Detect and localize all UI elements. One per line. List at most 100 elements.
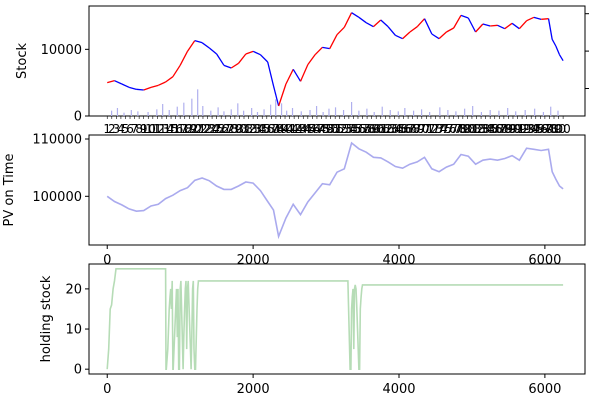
x-tick-label: 11 bbox=[145, 122, 160, 136]
x-tick-label: 25 bbox=[209, 122, 224, 136]
x-tick-label: 39 bbox=[273, 122, 288, 136]
holding-x-axis: 0 2000 4000 6000 bbox=[103, 374, 561, 397]
x-tick-label: 24 bbox=[204, 122, 219, 136]
x-tick-label: 71 bbox=[419, 122, 434, 136]
x-tick-label: 0 bbox=[103, 253, 111, 268]
price-segment bbox=[533, 16, 542, 20]
price-segment bbox=[547, 18, 553, 40]
x-tick-label: 77 bbox=[446, 122, 461, 136]
stock-secondary-y-axis bbox=[585, 13, 589, 89]
price-segment bbox=[343, 12, 353, 28]
x-tick-label: 54 bbox=[341, 122, 356, 136]
x-tick-label: 62 bbox=[378, 122, 393, 136]
x-tick-label: 75 bbox=[437, 122, 452, 136]
price-segment bbox=[272, 85, 280, 107]
x-tick-label: 30 bbox=[232, 122, 247, 136]
holding-panel: 0 10 20 0 2000 4000 6000 holding stock bbox=[39, 263, 586, 397]
x-tick-label: 32 bbox=[241, 122, 256, 136]
price-segment bbox=[526, 16, 535, 22]
price-segment bbox=[194, 40, 203, 44]
price-segment bbox=[351, 12, 360, 18]
x-tick-label: 3 bbox=[113, 122, 121, 136]
price-segment bbox=[165, 76, 174, 83]
x-tick-label: 89 bbox=[501, 122, 516, 136]
x-tick-label: 66 bbox=[396, 122, 411, 136]
x-tick-label: 17 bbox=[173, 122, 188, 136]
x-tick-label: 38 bbox=[268, 122, 283, 136]
price-segment bbox=[446, 27, 455, 33]
price-segment bbox=[201, 42, 210, 49]
price-segment bbox=[453, 15, 462, 29]
price-segment bbox=[460, 14, 469, 19]
x-tick-label: 86 bbox=[487, 122, 502, 136]
price-segment bbox=[518, 20, 528, 30]
x-tick-label: 15 bbox=[163, 122, 178, 136]
price-segment bbox=[395, 34, 403, 40]
x-tick-label: 73 bbox=[428, 122, 443, 136]
x-tick-label: 84 bbox=[478, 122, 493, 136]
x-tick-label: 97 bbox=[537, 122, 552, 136]
price-segment bbox=[416, 18, 426, 28]
x-tick-label: 4000 bbox=[382, 382, 415, 397]
x-tick-label: 7 bbox=[131, 122, 139, 136]
x-tick-label: 19 bbox=[182, 122, 197, 136]
x-tick-label: 61 bbox=[373, 122, 388, 136]
x-tick-label: 85 bbox=[483, 122, 498, 136]
price-segment bbox=[387, 26, 396, 36]
x-tick-label: 5 bbox=[122, 122, 130, 136]
pv-line bbox=[106, 141, 564, 240]
x-tick-label: 64 bbox=[387, 122, 402, 136]
pv-y-axis-title: PV on Time bbox=[2, 153, 17, 226]
holding-line bbox=[106, 267, 564, 371]
x-tick-label: 37 bbox=[264, 122, 279, 136]
x-tick-label: 48 bbox=[314, 122, 329, 136]
price-segment bbox=[150, 84, 159, 88]
holding-y-axis-title: holding stock bbox=[39, 275, 54, 362]
price-segment bbox=[136, 88, 144, 91]
x-tick-label: 13 bbox=[154, 122, 169, 136]
price-segment bbox=[541, 18, 549, 20]
x-tick-label: 43 bbox=[291, 122, 306, 136]
price-segment bbox=[336, 26, 345, 36]
x-tick-label: 92 bbox=[514, 122, 529, 136]
price-segment bbox=[230, 62, 239, 69]
price-segment bbox=[409, 26, 418, 33]
x-tick-label: 47 bbox=[309, 122, 324, 136]
pv-axes-frame bbox=[88, 134, 586, 246]
x-tick-label: 78 bbox=[451, 122, 466, 136]
x-tick-label: 53 bbox=[337, 122, 352, 136]
stock-x-axis: 1234567891011121314151617181920212223242… bbox=[103, 116, 571, 136]
price-segment bbox=[158, 81, 166, 86]
x-tick-label: 6 bbox=[126, 122, 134, 136]
x-tick-label: 36 bbox=[259, 122, 274, 136]
x-tick-label: 33 bbox=[245, 122, 260, 136]
price-segment bbox=[107, 80, 115, 84]
price-segment bbox=[365, 22, 374, 28]
x-tick-label: 74 bbox=[432, 122, 447, 136]
price-segment bbox=[143, 86, 152, 91]
x-tick-label: 94 bbox=[524, 122, 539, 136]
y-tick-label: 10000 bbox=[41, 43, 82, 58]
x-tick-label: 87 bbox=[492, 122, 507, 136]
y-tick-label: 110000 bbox=[32, 133, 82, 148]
price-segment bbox=[329, 34, 338, 49]
price-segment bbox=[245, 50, 254, 55]
x-tick-label: 76 bbox=[442, 122, 457, 136]
volume-bars bbox=[111, 89, 559, 116]
x-tick-label: 35 bbox=[255, 122, 270, 136]
x-tick-label: 00 bbox=[555, 122, 570, 136]
x-tick-label: 6000 bbox=[528, 382, 561, 397]
y-tick-label: 10 bbox=[65, 323, 82, 338]
x-tick-label: 12 bbox=[150, 122, 165, 136]
price-segment bbox=[380, 19, 389, 28]
x-tick-label: 88 bbox=[496, 122, 511, 136]
price-segment bbox=[358, 16, 367, 24]
price-segment bbox=[467, 17, 477, 33]
price-segment bbox=[267, 61, 275, 87]
price-segment bbox=[278, 83, 287, 107]
x-tick-label: 14 bbox=[159, 122, 174, 136]
x-tick-label: 95 bbox=[528, 122, 543, 136]
price-segment bbox=[402, 31, 411, 40]
x-tick-label: 34 bbox=[250, 122, 265, 136]
